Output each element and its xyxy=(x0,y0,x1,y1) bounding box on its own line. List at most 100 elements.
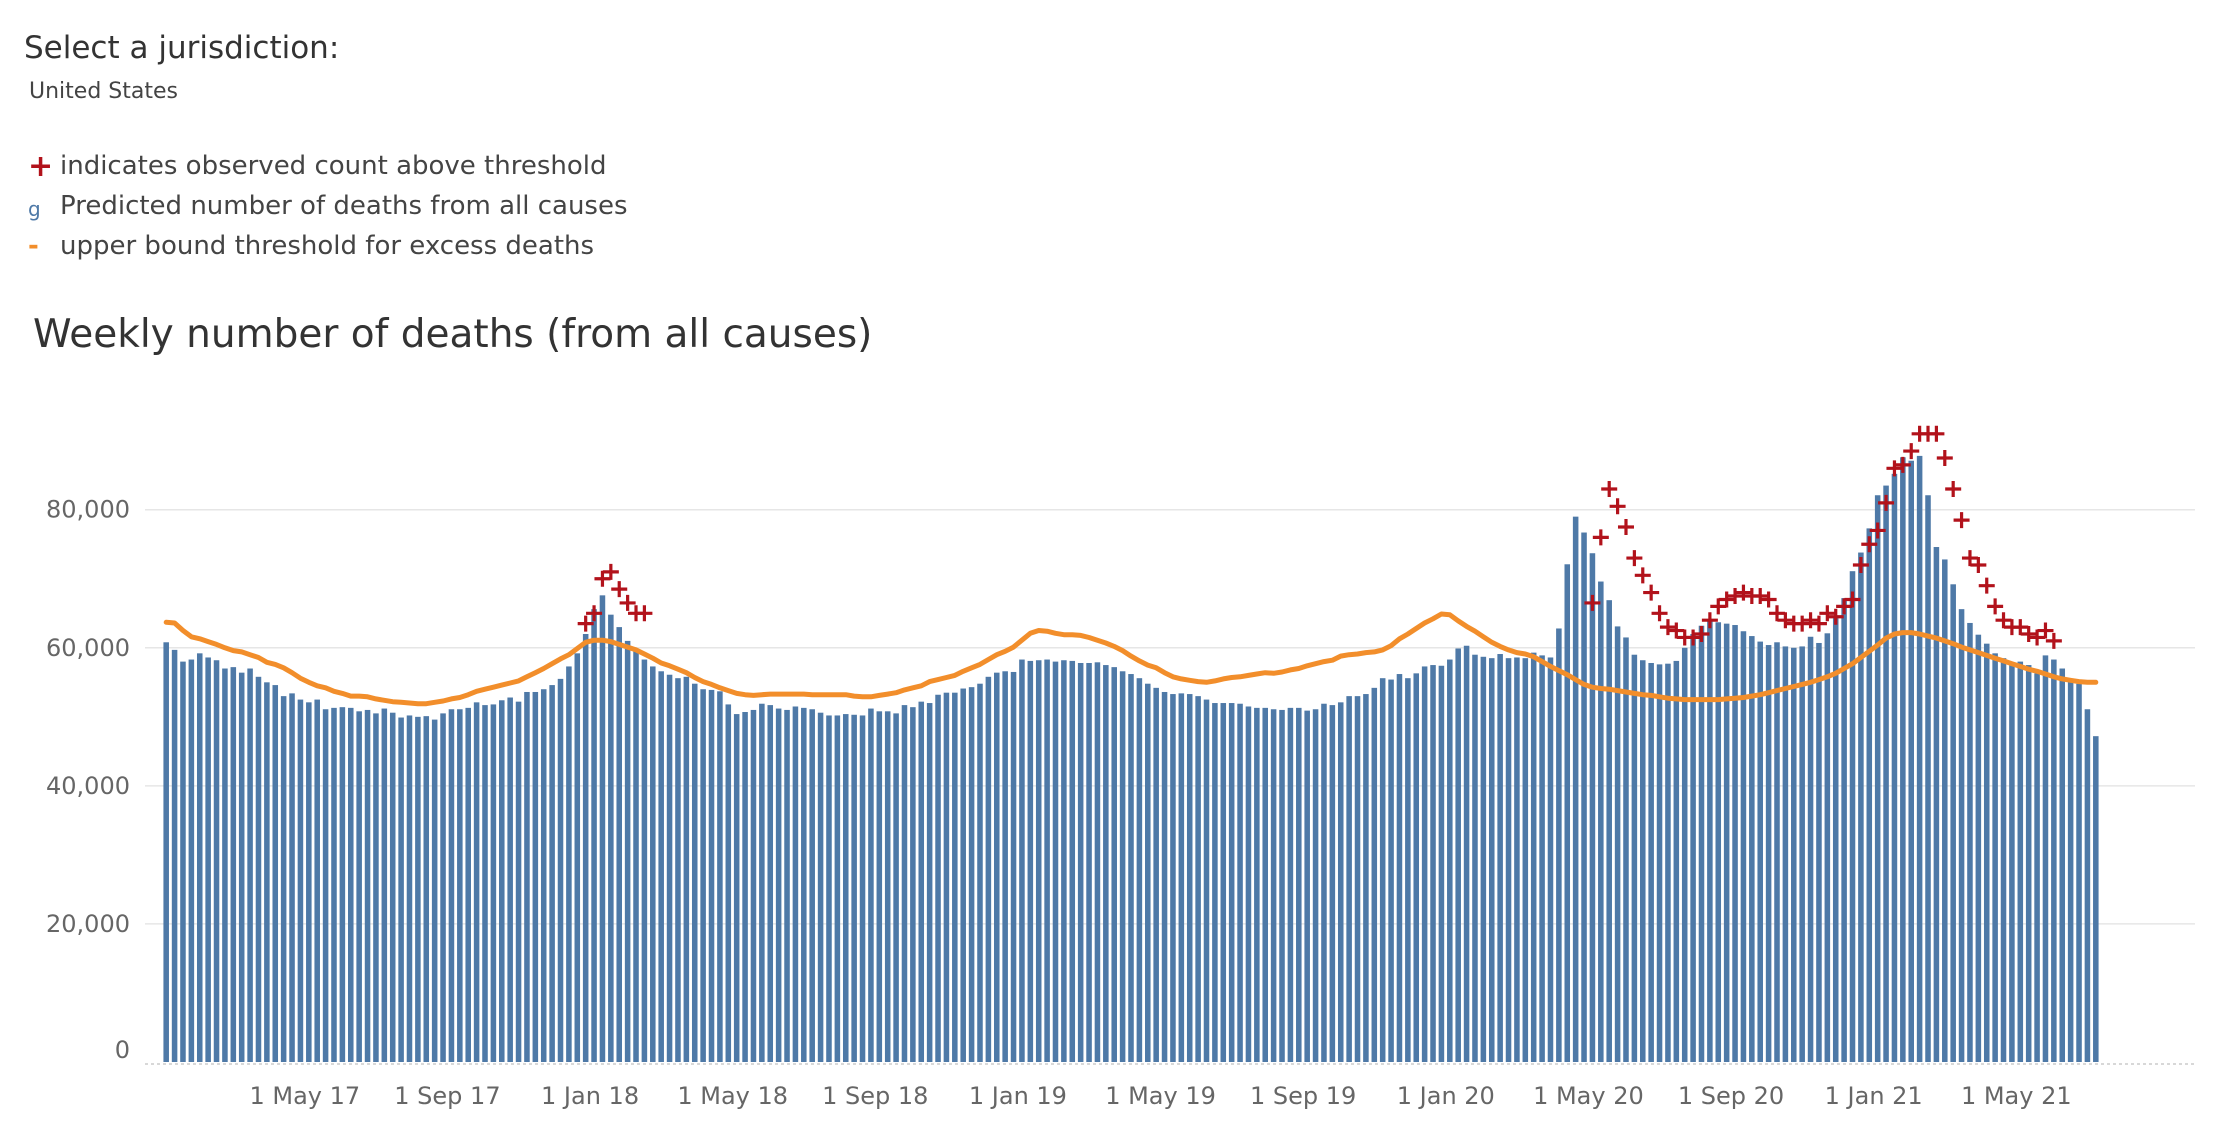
bar[interactable] xyxy=(1178,693,1185,1062)
above-threshold-marker[interactable] xyxy=(577,615,594,632)
bar[interactable] xyxy=(977,683,983,1062)
bar[interactable] xyxy=(993,672,1000,1062)
bar[interactable] xyxy=(2000,658,2007,1062)
bar[interactable] xyxy=(859,715,866,1062)
bar[interactable] xyxy=(1732,625,1738,1062)
above-threshold-marker[interactable] xyxy=(611,581,628,598)
bar[interactable] xyxy=(213,660,220,1062)
jurisdiction-dropdown[interactable]: United States xyxy=(29,79,178,104)
bar[interactable] xyxy=(1119,671,1126,1062)
bar[interactable] xyxy=(549,685,555,1062)
bar[interactable] xyxy=(1891,473,1898,1062)
above-threshold-marker[interactable] xyxy=(1752,588,1769,605)
bar[interactable] xyxy=(1430,665,1436,1062)
bar[interactable] xyxy=(725,704,732,1062)
above-threshold-marker[interactable] xyxy=(1869,522,1886,539)
bar[interactable] xyxy=(1581,532,1587,1062)
bar[interactable] xyxy=(1698,625,1705,1062)
bar[interactable] xyxy=(1639,660,1646,1062)
bar[interactable] xyxy=(1228,703,1235,1062)
above-threshold-marker[interactable] xyxy=(1794,615,1811,632)
bar[interactable] xyxy=(431,719,438,1062)
bar[interactable] xyxy=(1329,705,1336,1062)
bar[interactable] xyxy=(196,653,203,1062)
bar[interactable] xyxy=(306,702,312,1062)
bar[interactable] xyxy=(1321,703,1327,1062)
bar[interactable] xyxy=(1145,683,1151,1062)
bar[interactable] xyxy=(935,694,941,1062)
bar[interactable] xyxy=(910,707,916,1062)
bar[interactable] xyxy=(1010,671,1017,1062)
bar[interactable] xyxy=(2042,655,2049,1062)
bar[interactable] xyxy=(717,691,723,1062)
bar[interactable] xyxy=(683,676,690,1062)
bar[interactable] xyxy=(1094,662,1101,1062)
above-threshold-marker[interactable] xyxy=(1584,594,1601,611)
bar[interactable] xyxy=(2009,662,2015,1062)
bar[interactable] xyxy=(960,688,966,1062)
above-threshold-marker[interactable] xyxy=(1844,591,1861,608)
bar[interactable] xyxy=(482,705,488,1062)
above-threshold-marker[interactable] xyxy=(1961,550,1978,567)
bar[interactable] xyxy=(1983,643,1990,1062)
bar[interactable] xyxy=(1749,636,1755,1062)
bar[interactable] xyxy=(1421,666,1428,1062)
bar[interactable] xyxy=(1254,707,1260,1062)
bar[interactable] xyxy=(784,709,790,1062)
bar[interactable] xyxy=(1186,694,1193,1062)
bar[interactable] xyxy=(1723,623,1730,1062)
bar[interactable] xyxy=(205,657,211,1062)
bar[interactable] xyxy=(1304,710,1310,1062)
above-threshold-marker[interactable] xyxy=(1970,556,1987,573)
bar[interactable] xyxy=(1841,598,1847,1062)
bar[interactable] xyxy=(809,709,815,1062)
bar[interactable] xyxy=(1849,571,1856,1062)
bar[interactable] xyxy=(540,689,547,1062)
bar[interactable] xyxy=(574,653,581,1062)
bar[interactable] xyxy=(1514,657,1520,1062)
above-threshold-marker[interactable] xyxy=(1903,443,1920,460)
above-threshold-marker[interactable] xyxy=(1936,449,1953,466)
bar[interactable] xyxy=(1337,702,1344,1062)
bar[interactable] xyxy=(658,671,664,1062)
above-threshold-marker[interactable] xyxy=(1987,598,2004,615)
bar[interactable] xyxy=(1791,647,1797,1062)
bar[interactable] xyxy=(1572,516,1579,1062)
above-threshold-marker[interactable] xyxy=(1852,556,1869,573)
bar[interactable] xyxy=(759,703,765,1062)
bar[interactable] xyxy=(1858,552,1864,1062)
bar[interactable] xyxy=(1757,641,1763,1062)
bar[interactable] xyxy=(1656,664,1663,1062)
above-threshold-marker[interactable] xyxy=(1878,494,1895,511)
bar[interactable] xyxy=(792,706,799,1062)
bar[interactable] xyxy=(1346,696,1352,1062)
bar[interactable] xyxy=(247,668,253,1062)
bar[interactable] xyxy=(289,693,295,1062)
bar[interactable] xyxy=(322,709,329,1062)
above-threshold-marker[interactable] xyxy=(1634,567,1651,584)
bar[interactable] xyxy=(1035,660,1042,1062)
above-threshold-marker[interactable] xyxy=(619,594,636,611)
bar[interactable] xyxy=(1916,455,1923,1063)
above-threshold-marker[interactable] xyxy=(2020,626,2037,642)
bar[interactable] xyxy=(826,715,832,1062)
bar[interactable] xyxy=(1363,694,1369,1062)
above-threshold-marker[interactable] xyxy=(1626,550,1643,567)
bar[interactable] xyxy=(406,715,413,1062)
bar[interactable] xyxy=(188,659,195,1062)
bar[interactable] xyxy=(1447,659,1453,1062)
bar[interactable] xyxy=(1497,654,1503,1062)
bar[interactable] xyxy=(457,709,463,1062)
bar[interactable] xyxy=(524,691,530,1062)
bar[interactable] xyxy=(1816,642,1822,1062)
bar[interactable] xyxy=(616,627,623,1062)
bar[interactable] xyxy=(1262,707,1269,1062)
bar[interactable] xyxy=(1270,709,1277,1062)
above-threshold-marker[interactable] xyxy=(2045,632,2062,649)
bar[interactable] xyxy=(1019,659,1025,1062)
bar[interactable] xyxy=(985,676,992,1062)
bar[interactable] xyxy=(1077,662,1084,1062)
bar[interactable] xyxy=(1530,652,1537,1062)
bar[interactable] xyxy=(700,689,706,1062)
bar[interactable] xyxy=(1648,662,1654,1062)
